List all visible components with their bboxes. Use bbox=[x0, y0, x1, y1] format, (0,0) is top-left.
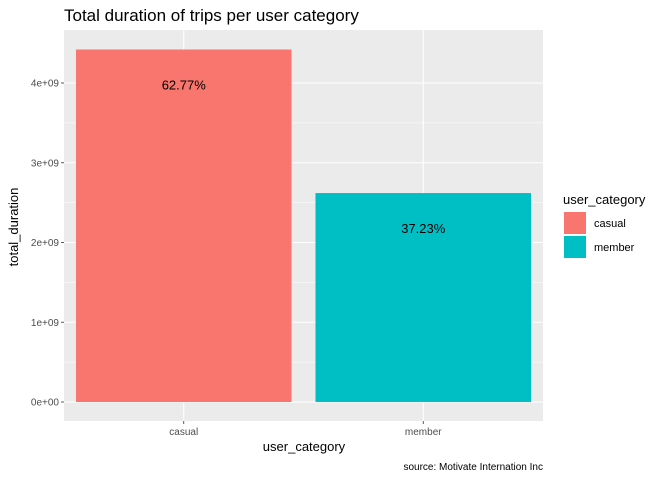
bars: 62.77% 37.23% bbox=[75, 49, 532, 402]
legend: user_category casual member bbox=[563, 192, 646, 258]
x-tick-label: member bbox=[405, 427, 442, 438]
x-axis-title: user_category bbox=[263, 439, 346, 454]
y-axis-ticks: 0e+00 1e+09 2e+09 3e+09 4e+09 bbox=[31, 79, 64, 409]
bar-data-label: 62.77% bbox=[162, 78, 207, 93]
x-axis-ticks: casual member bbox=[169, 421, 442, 438]
y-tick-label: 4e+09 bbox=[31, 79, 60, 90]
legend-title: user_category bbox=[563, 192, 646, 207]
chart-title: Total duration of trips per user categor… bbox=[64, 6, 359, 25]
y-tick-label: 2e+09 bbox=[31, 238, 60, 249]
y-axis-title: total_duration bbox=[6, 188, 21, 267]
legend-swatch-member bbox=[564, 236, 586, 258]
y-tick-label: 0e+00 bbox=[31, 398, 60, 409]
bar-data-label: 37.23% bbox=[401, 221, 446, 236]
x-tick-label: casual bbox=[169, 427, 198, 438]
y-tick-label: 3e+09 bbox=[31, 158, 60, 169]
y-tick-label: 1e+09 bbox=[31, 318, 60, 329]
chart-caption: source: Motivate Internation Inc bbox=[403, 462, 543, 473]
bar-member bbox=[315, 193, 532, 402]
legend-label-member: member bbox=[594, 242, 635, 254]
legend-swatch-casual bbox=[564, 212, 586, 234]
bar-casual bbox=[75, 49, 292, 402]
legend-label-casual: casual bbox=[594, 218, 626, 230]
